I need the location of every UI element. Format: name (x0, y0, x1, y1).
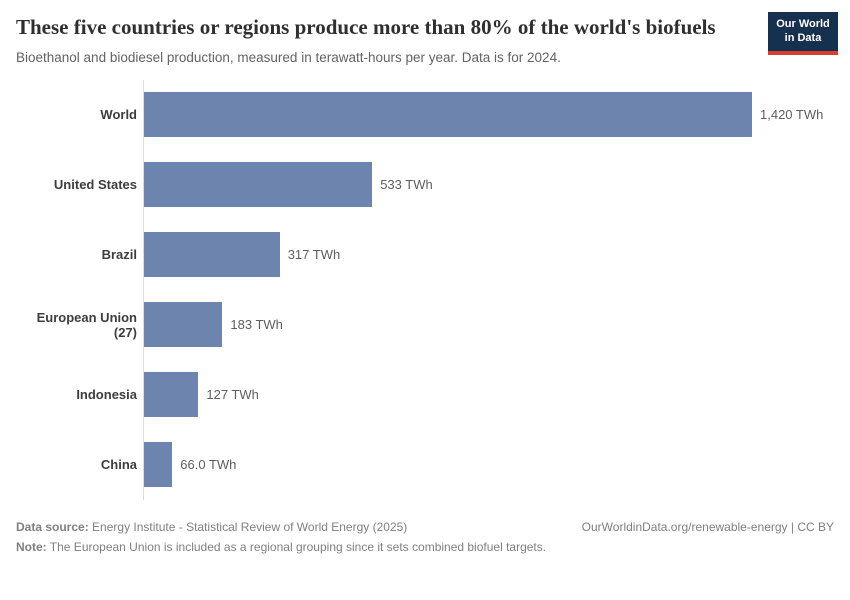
value-label: 533 TWh (380, 177, 433, 193)
value-label: 1,420 TWh (760, 107, 824, 123)
entity-label: World (100, 107, 137, 123)
value-label: 66.0 TWh (180, 457, 237, 473)
chart-footer: Data source: Energy Institute - Statisti… (16, 520, 834, 554)
bar[interactable] (144, 162, 373, 208)
owid-logo-line2: in Data (784, 31, 822, 44)
chart-header: These five countries or regions produce … (0, 0, 850, 65)
bar[interactable] (144, 302, 223, 348)
entity-label: China (100, 457, 137, 473)
data-source-text: Energy Institute - Statistical Review of… (92, 519, 408, 534)
owid-logo-line1: Our World (776, 18, 830, 30)
bar-row: Brazil 317 TWh (16, 219, 850, 290)
chart-note: Note: The European Union is included as … (16, 540, 834, 554)
bar[interactable] (144, 92, 752, 138)
bar-row: United States 533 TWh (16, 149, 850, 220)
entity-label: Indonesia (76, 387, 137, 403)
bar-chart: World 1,420 TWh United States 533 TWh Brazil… (16, 79, 850, 500)
chart-subtitle: Bioethanol and biodiesel production, mea… (16, 49, 561, 65)
entity-label: Brazil (101, 247, 137, 263)
owid-logo[interactable]: Our World in Data (768, 12, 838, 55)
value-label: 127 TWh (206, 387, 259, 403)
note-text: The European Union is included as a regi… (49, 539, 547, 554)
bar[interactable] (144, 442, 173, 488)
bar-track: 317 TWh (143, 219, 850, 290)
bar-row: European Union (27) 183 TWh (16, 289, 850, 360)
bar-track: 183 TWh (143, 289, 850, 360)
bar[interactable] (144, 232, 280, 278)
credit-link[interactable]: OurWorldinData.org/renewable-energy | CC… (581, 519, 834, 534)
bar-track: 66.0 TWh (143, 429, 850, 500)
bar-track: 533 TWh (143, 149, 850, 220)
bar-track: 127 TWh (143, 359, 850, 430)
bar-row: Indonesia 127 TWh (16, 359, 850, 430)
bar[interactable] (144, 372, 199, 418)
data-source: Data source: Energy Institute - Statisti… (16, 520, 407, 534)
value-label: 183 TWh (230, 317, 283, 333)
bar-track: 1,420 TWh (143, 79, 850, 150)
chart-title: These five countries or regions produce … (16, 15, 716, 39)
bar-row: China 66.0 TWh (16, 429, 850, 500)
entity-label: European Union (27) (36, 309, 137, 340)
bar-row: World 1,420 TWh (16, 79, 850, 150)
data-source-label: Data source: (16, 519, 89, 534)
value-label: 317 TWh (287, 247, 341, 263)
note-label: Note: (16, 539, 47, 554)
entity-label: United States (53, 177, 137, 193)
